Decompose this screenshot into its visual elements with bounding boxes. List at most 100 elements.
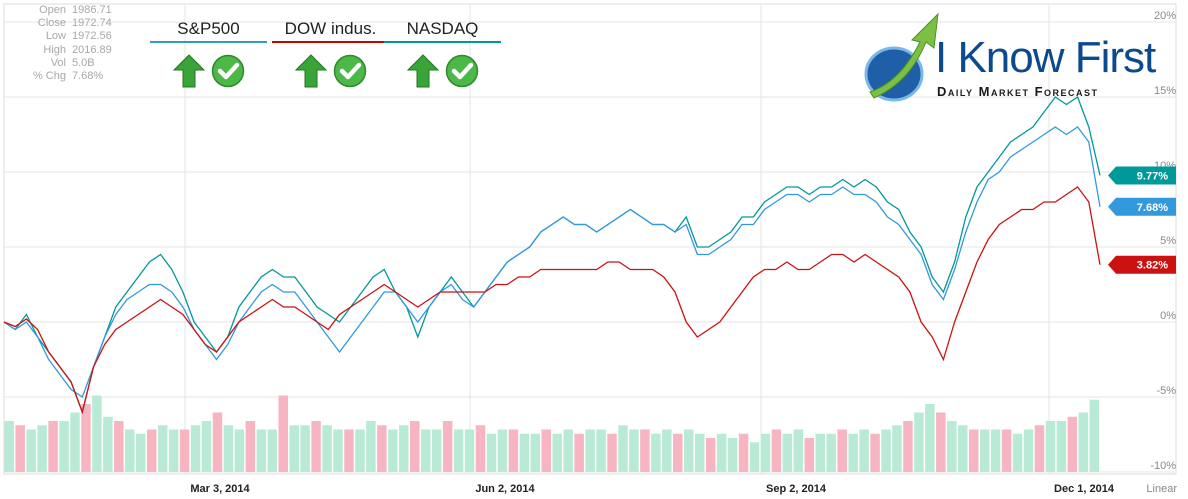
series-line [3, 186, 1101, 415]
volume-bar [157, 425, 168, 472]
stat-value: 1986.71 [72, 4, 112, 16]
volume-bar [607, 433, 617, 472]
stat-label: Close [37, 17, 66, 30]
volume-bar [738, 433, 749, 472]
volume-bar [388, 429, 398, 472]
y-tick-label: 15% [1154, 85, 1176, 97]
checkmark-icon [211, 54, 244, 88]
volume-bar [651, 433, 661, 472]
stat-label: High [43, 43, 66, 56]
volume-bar [552, 433, 562, 472]
volume-bar [267, 429, 277, 472]
last-value-tag [1108, 255, 1176, 274]
stat-pct-change: % Chg 7.68% [6, 70, 121, 83]
checkmark-icon [333, 54, 366, 88]
volume-bar [48, 421, 58, 472]
stat-value: 5.0B [72, 56, 95, 69]
volume-bar [168, 429, 179, 472]
stat-label: Low [45, 30, 66, 43]
stat-vol: Vol 5.0B [6, 57, 121, 70]
volume-bar [256, 429, 267, 472]
volume-bar [81, 404, 91, 472]
logo-subtitle: Daily Market Forecast [937, 84, 1099, 99]
volume-bar [925, 404, 935, 472]
stat-open: Open 1986.71 [6, 4, 121, 17]
volume-bar [903, 421, 913, 472]
volume-bar [859, 429, 869, 472]
volume-bar [782, 433, 793, 472]
volume-bar [377, 425, 387, 472]
volume-bar [453, 429, 464, 472]
volume-bar [1023, 429, 1034, 472]
volume-bar [936, 412, 946, 472]
volume-bar [815, 433, 825, 472]
volume-bar [892, 425, 902, 472]
stat-label: Open [39, 4, 66, 16]
volume-bar [146, 429, 157, 472]
volume-bar [519, 433, 530, 472]
volume-bar [771, 429, 782, 472]
volume-bar [4, 421, 14, 472]
volume-bar [37, 425, 47, 472]
i-know-first-logo: I Know First Daily Market Forecast [860, 12, 1160, 112]
ticker-name: S&P500 [150, 17, 267, 43]
volume-bar [760, 433, 771, 472]
ticker-nasdaq: NASDAQ [384, 17, 501, 89]
volume-bar [979, 429, 990, 472]
last-value-tag [1108, 166, 1176, 185]
volume-bar [826, 433, 836, 472]
volume-bar [662, 429, 672, 472]
x-tick-label: Dec 1, 2014 [1054, 483, 1115, 495]
volume-bar [136, 433, 146, 472]
up-arrow-icon [172, 54, 205, 88]
last-value-label: 9.77% [1137, 170, 1168, 182]
plot-frame [3, 3, 1177, 475]
stat-value: 2016.89 [72, 43, 112, 56]
stat-label: % Chg [32, 70, 66, 83]
volume-bar [355, 429, 365, 472]
y-tick-label: 20% [1154, 10, 1176, 22]
y-tick-label: 0% [1160, 310, 1176, 322]
volume-bar [727, 438, 738, 472]
checkmark-icon [445, 54, 478, 88]
ticker-dow: DOW indus. [272, 17, 389, 89]
volume-bar [300, 425, 310, 472]
volume-bar [245, 421, 256, 472]
volume-bar [59, 421, 69, 472]
volume-bar [990, 429, 1001, 472]
x-tick-label: Jun 2, 2014 [475, 483, 535, 495]
volume-bar [223, 425, 234, 472]
series-line [3, 126, 1101, 398]
volume-bar [1078, 412, 1089, 472]
volume-bar [278, 395, 288, 472]
volume-bar [114, 421, 124, 472]
volume-bar [190, 425, 201, 472]
volume-bar [673, 433, 683, 472]
volume-bar [410, 421, 420, 472]
volume-bar [322, 425, 332, 472]
volume-bar [344, 429, 354, 472]
volume-bar [26, 429, 36, 472]
volume-bar [1001, 429, 1012, 472]
volume-bar [596, 429, 606, 472]
volume-bar [629, 429, 639, 472]
scale-label: Linear [1146, 483, 1177, 495]
logo-title: I Know First [935, 33, 1156, 82]
y-tick-label: -5% [1156, 385, 1176, 397]
volume-bar [399, 425, 409, 472]
stat-close: Close 1972.74 [6, 17, 121, 30]
volume-bar [15, 425, 25, 472]
ticker-name: NASDAQ [384, 17, 501, 43]
volume-bar [475, 425, 486, 472]
up-arrow-icon [294, 54, 327, 88]
volume-bar [684, 429, 694, 472]
x-tick-label: Sep 2, 2014 [766, 483, 827, 495]
volume-bar [311, 421, 321, 472]
volume-bar [497, 429, 508, 472]
stat-label: Vol [50, 56, 66, 69]
volume-bar [431, 429, 442, 472]
volume-bar [442, 421, 453, 472]
volume-bar [1012, 433, 1023, 472]
volume-bar [333, 429, 343, 472]
volume-bar [705, 438, 716, 472]
